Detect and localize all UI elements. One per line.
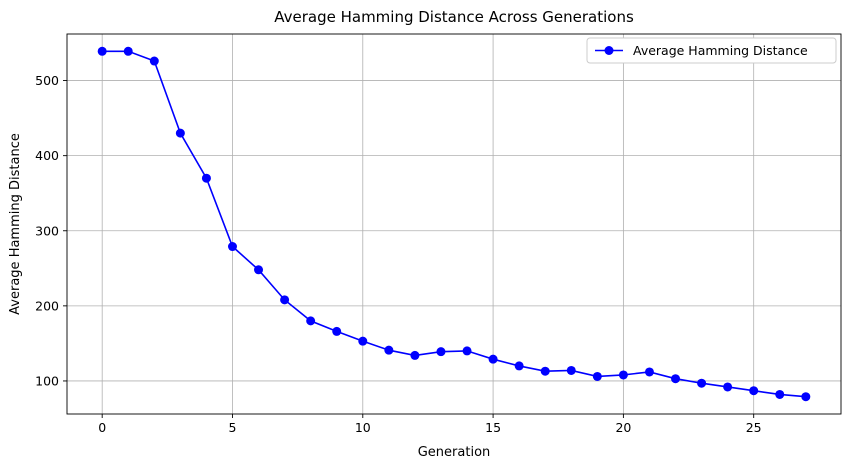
chart-title: Average Hamming Distance Across Generati… bbox=[274, 8, 634, 26]
data-point bbox=[410, 350, 420, 360]
data-point bbox=[358, 336, 368, 346]
data-point bbox=[149, 56, 159, 66]
data-point bbox=[618, 370, 628, 380]
data-point bbox=[227, 242, 237, 252]
data-point bbox=[566, 365, 576, 375]
x-tick-label: 5 bbox=[229, 420, 237, 435]
data-point bbox=[462, 346, 472, 356]
y-tick-label: 400 bbox=[35, 148, 59, 163]
x-tick-label: 25 bbox=[746, 420, 762, 435]
data-point bbox=[332, 326, 342, 336]
x-tick-label: 15 bbox=[485, 420, 501, 435]
x-tick-label: 20 bbox=[615, 420, 631, 435]
x-axis-label: Generation bbox=[418, 445, 491, 460]
legend: Average Hamming Distance bbox=[586, 37, 837, 64]
y-tick-label: 200 bbox=[35, 298, 59, 313]
data-point bbox=[775, 389, 785, 399]
data-point bbox=[280, 295, 290, 305]
data-point bbox=[97, 46, 107, 56]
data-point bbox=[801, 392, 811, 402]
plot-frame bbox=[66, 33, 842, 415]
y-tick-label: 500 bbox=[35, 73, 59, 88]
x-tick-label: 10 bbox=[355, 420, 371, 435]
data-point bbox=[723, 382, 733, 392]
series-line bbox=[102, 50, 806, 398]
data-point bbox=[254, 265, 264, 275]
y-tick-label: 100 bbox=[35, 373, 59, 388]
legend-marker-swatch bbox=[604, 46, 614, 55]
data-point bbox=[436, 347, 446, 357]
data-point bbox=[540, 366, 550, 376]
y-tick-label: 300 bbox=[35, 223, 59, 238]
y-axis-label: Average Hamming Distance bbox=[8, 133, 23, 315]
legend-label: Average Hamming Distance bbox=[633, 43, 808, 58]
data-point bbox=[514, 361, 524, 371]
data-point bbox=[488, 354, 498, 364]
data-point bbox=[592, 371, 602, 381]
series-layer bbox=[97, 46, 811, 402]
data-point bbox=[306, 316, 316, 326]
x-tick-label: 0 bbox=[98, 420, 106, 435]
data-point bbox=[671, 374, 681, 384]
y-axis-ticks: 100 200 300 400 500 bbox=[35, 73, 67, 388]
legend-box bbox=[586, 37, 837, 64]
data-point bbox=[749, 386, 759, 396]
grid bbox=[67, 34, 841, 414]
data-point bbox=[644, 367, 654, 377]
data-point bbox=[175, 128, 185, 138]
data-point bbox=[384, 345, 394, 355]
x-axis-ticks: 0 5 10 15 20 25 bbox=[98, 414, 762, 435]
data-point bbox=[201, 173, 211, 183]
data-point bbox=[123, 46, 133, 56]
data-point bbox=[697, 378, 707, 388]
